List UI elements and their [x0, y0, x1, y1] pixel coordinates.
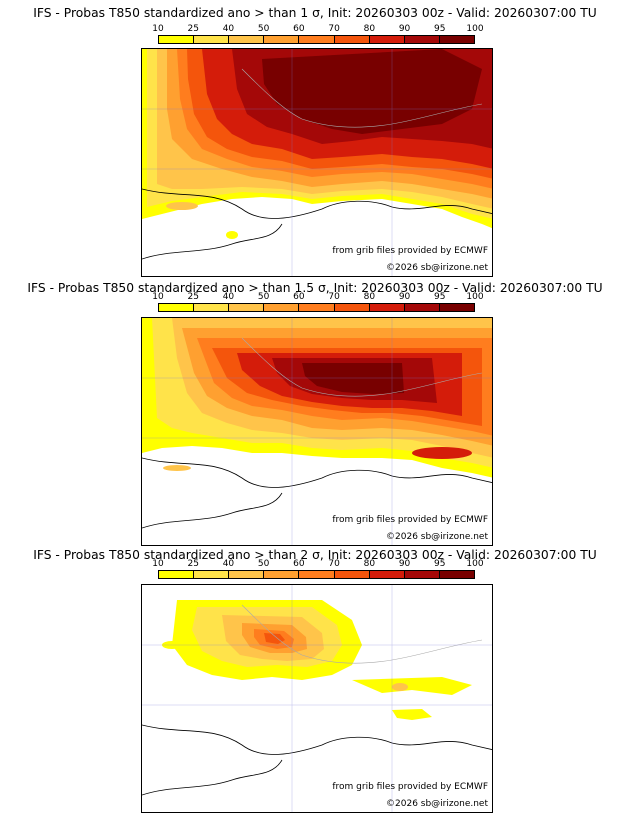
- colorbar-tick-label: 90: [398, 559, 411, 569]
- colorbar-tick-label: 95: [434, 292, 446, 302]
- colorbar-swatch: [299, 571, 335, 578]
- colorbar-tick-label: 80: [363, 24, 376, 34]
- panel-3-colorbar-ticks: 10 25 40 50 60 70 80 90 95 100: [152, 559, 483, 570]
- colorbar-swatch: [404, 571, 440, 578]
- colorbar-tick-label: 25: [187, 24, 199, 34]
- colorbar-swatch: [299, 36, 335, 43]
- colorbar-swatch: [229, 304, 265, 311]
- colorbar-tick-label: 10: [152, 559, 164, 569]
- colorbar-tick-label: 70: [328, 559, 340, 569]
- panel-3-title: IFS - Probas T850 standardized ano > tha…: [33, 548, 597, 562]
- colorbar-tick-label: 50: [257, 292, 270, 302]
- colorbar-swatch: [264, 304, 300, 311]
- colorbar-tick-label: 40: [222, 292, 235, 302]
- panel-2-credit-grib: from grib files provided by ECMWF: [332, 515, 488, 525]
- panel-1-map-svg: [142, 49, 492, 276]
- colorbar-tick-label: 40: [222, 24, 235, 34]
- colorbar-swatch: [439, 571, 474, 578]
- colorbar-tick-label: 90: [398, 24, 411, 34]
- colorbar-tick-label: 95: [434, 559, 446, 569]
- colorbar-tick-label: 50: [257, 24, 270, 34]
- colorbar-tick-label: 80: [363, 559, 376, 569]
- colorbar-tick-label: 90: [398, 292, 411, 302]
- panel-3-credit-site: ©2026 sb@irizone.net: [386, 799, 488, 809]
- colorbar-tick-label: 70: [328, 292, 340, 302]
- panel-2-colorbar-ticks: 10 25 40 50 60 70 80 90 95 100: [152, 292, 483, 303]
- colorbar-tick-label: 50: [257, 559, 270, 569]
- colorbar-swatch: [404, 36, 440, 43]
- panel-3-map: from grib files provided by ECMWF ©2026 …: [141, 584, 493, 813]
- colorbar-tick-label: 40: [222, 559, 235, 569]
- colorbar-swatch: [159, 304, 195, 311]
- colorbar-tick-label: 100: [466, 24, 484, 34]
- panel-1-colorbar: [158, 35, 475, 44]
- panel-1-title: IFS - Probas T850 standardized ano > tha…: [33, 6, 597, 20]
- panel-3-map-svg: [142, 585, 492, 812]
- colorbar-swatch: [299, 304, 335, 311]
- panel-2-map: from grib files provided by ECMWF ©2026 …: [141, 317, 493, 546]
- colorbar-tick-label: 95: [434, 24, 446, 34]
- colorbar-swatch: [369, 304, 405, 311]
- colorbar-swatch: [439, 36, 474, 43]
- colorbar-tick-label: 100: [466, 292, 484, 302]
- colorbar-swatch: [194, 36, 230, 43]
- colorbar-tick-label: 10: [152, 292, 164, 302]
- colorbar-tick-label: 60: [293, 559, 305, 569]
- colorbar-swatch: [439, 304, 474, 311]
- panel-2-colorbar: [158, 303, 475, 312]
- colorbar-swatch: [264, 571, 300, 578]
- colorbar-tick-label: 25: [187, 559, 199, 569]
- colorbar-swatch: [334, 36, 370, 43]
- colorbar-swatch: [194, 571, 230, 578]
- colorbar-swatch: [264, 36, 300, 43]
- colorbar-swatch: [194, 304, 230, 311]
- colorbar-swatch: [334, 571, 370, 578]
- colorbar-swatch: [229, 36, 265, 43]
- panel-2-map-svg: [142, 318, 492, 545]
- colorbar-tick-label: 25: [187, 292, 199, 302]
- colorbar-swatch: [369, 36, 405, 43]
- panel-3-colorbar: [158, 570, 475, 579]
- colorbar-tick-label: 70: [328, 24, 340, 34]
- panel-3-credit-grib: from grib files provided by ECMWF: [332, 782, 488, 792]
- panel-1-credit-site: ©2026 sb@irizone.net: [386, 263, 488, 273]
- colorbar-swatch: [404, 304, 440, 311]
- colorbar-tick-label: 60: [293, 24, 305, 34]
- colorbar-tick-label: 60: [293, 292, 305, 302]
- colorbar-swatch: [369, 571, 405, 578]
- panel-2-credit-site: ©2026 sb@irizone.net: [386, 532, 488, 542]
- panel-2-title: IFS - Probas T850 standardized ano > tha…: [27, 281, 603, 295]
- panel-1-colorbar-ticks: 10 25 40 50 60 70 80 90 95 100: [152, 24, 483, 35]
- panel-1-map: from grib files provided by ECMWF ©2026 …: [141, 48, 493, 277]
- colorbar-tick-label: 80: [363, 292, 376, 302]
- colorbar-swatch: [334, 304, 370, 311]
- colorbar-tick-label: 10: [152, 24, 164, 34]
- panel-1-credit-grib: from grib files provided by ECMWF: [332, 246, 488, 256]
- colorbar-tick-label: 100: [466, 559, 484, 569]
- colorbar-swatch: [159, 36, 195, 43]
- colorbar-swatch: [229, 571, 265, 578]
- colorbar-swatch: [159, 571, 195, 578]
